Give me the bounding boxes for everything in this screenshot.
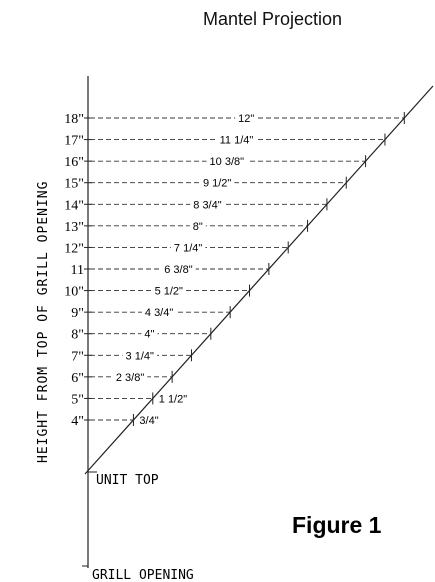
grill-opening-label: GRILL OPENING — [92, 568, 194, 582]
height-label: 11 — [71, 263, 84, 278]
height-label: 4" — [71, 414, 84, 429]
dimension-row: 5" 1 1/2" — [71, 392, 187, 407]
projection-label: 5 1/2" — [155, 286, 183, 298]
projection-label: 2 3/8" — [116, 372, 144, 384]
dimension-row: 4" 3/4" — [71, 414, 159, 429]
dimension-row: 8" 4" — [71, 327, 212, 343]
height-label: 16" — [64, 155, 84, 170]
page-title: Mantel Projection — [202, 9, 343, 29]
dimension-row: 17" 11 1/4" — [64, 133, 386, 149]
projection-label: 11 1/4" — [220, 135, 254, 147]
height-label: 5" — [71, 392, 84, 407]
projection-label: 10 3/8" — [210, 156, 245, 168]
dimension-row: 14" 8 3/4" — [64, 198, 328, 213]
height-label: 7" — [71, 349, 84, 364]
label-backing — [235, 113, 258, 125]
projection-label: 1 1/2" — [159, 393, 187, 405]
projection-label: 3 1/4" — [126, 350, 154, 362]
projection-label: 4 3/4" — [145, 307, 173, 319]
height-label: 12" — [64, 241, 84, 256]
diagonal-line — [84, 85, 434, 475]
projection-label: 6 3/8" — [164, 264, 192, 276]
dimension-row: 10" 5 1/2" — [64, 284, 251, 300]
dimension-row: 16" 10 3/8" — [64, 155, 367, 170]
dimension-row: 7" 3 1/4" — [71, 349, 192, 364]
axis-label: HEIGHT FROM TOP OF GRILL OPENING — [36, 181, 51, 463]
height-label: 17" — [64, 134, 84, 149]
label-backing — [112, 371, 148, 384]
projection-label: 3/4" — [139, 415, 158, 427]
dimension-row: 15" 9 1/2" — [64, 176, 347, 192]
projection-label: 8" — [193, 221, 203, 233]
height-label: 14" — [64, 198, 84, 213]
dimension-row: 11 6 3/8" — [71, 263, 270, 278]
label-backing — [170, 242, 206, 255]
height-label: 6" — [71, 371, 84, 386]
label-backing — [199, 177, 235, 190]
label-backing — [189, 220, 206, 233]
height-label: 15" — [64, 177, 84, 192]
figure-label: Figure 1 — [292, 512, 382, 538]
label-backing — [216, 134, 257, 147]
height-label: 13" — [64, 220, 84, 235]
projection-label: 9 1/2" — [203, 178, 231, 190]
label-backing — [122, 350, 158, 363]
label-backing — [151, 285, 187, 298]
dimension-row: 6" 2 3/8" — [71, 370, 173, 386]
label-backing — [141, 307, 177, 320]
label-backing — [206, 156, 248, 169]
dimension-row: 13" 8" — [64, 219, 309, 235]
dimension-rows: 18" 12" 17" 11 1/4" 16" 10 3/8" 15" 9 1/2" 14" 8 … — [64, 112, 405, 429]
projection-label: 8 3/4" — [193, 199, 221, 211]
dimension-row: 9" 4 3/4" — [71, 306, 231, 321]
projection-label: 7 1/4" — [174, 242, 202, 254]
projection-label: 12" — [238, 113, 254, 125]
label-backing — [190, 199, 225, 212]
projection-label: 4" — [144, 329, 154, 341]
unit-top-label: UNIT TOP — [96, 473, 159, 488]
height-label: 8" — [71, 328, 84, 343]
height-label: 9" — [71, 306, 84, 321]
height-label: 10" — [64, 285, 84, 300]
label-backing — [141, 328, 158, 341]
dimension-row: 18" 12" — [64, 112, 405, 127]
label-backing — [161, 264, 196, 276]
height-label: 18" — [64, 112, 84, 127]
dimension-row: 12" 7 1/4" — [64, 241, 289, 256]
